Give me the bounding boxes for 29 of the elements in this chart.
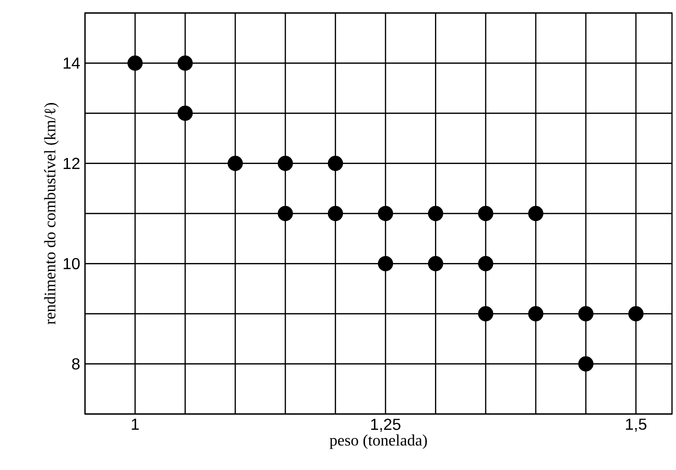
y-axis-title: rendimento do combustível (km/ℓ) — [44, 103, 59, 324]
point — [328, 156, 344, 171]
point — [428, 206, 444, 222]
point — [528, 306, 544, 322]
point — [578, 306, 594, 322]
x-tick-label: 1,25 — [371, 418, 400, 432]
point — [478, 306, 494, 322]
point — [578, 356, 594, 372]
y-tick-label: 8 — [72, 358, 80, 370]
point — [378, 256, 394, 272]
y-tick-label: 14 — [64, 58, 80, 69]
point — [127, 56, 143, 71]
point — [278, 206, 293, 222]
point — [428, 256, 444, 272]
y-tick-label: 10 — [64, 258, 80, 270]
point — [628, 306, 644, 322]
point — [478, 206, 494, 222]
point — [178, 56, 193, 71]
point — [178, 106, 193, 121]
point — [328, 206, 344, 222]
x-tick-label: 1,5 — [626, 418, 646, 432]
point — [278, 156, 293, 171]
y-tick-label: 12 — [64, 158, 80, 169]
point — [528, 206, 544, 222]
point — [378, 206, 394, 222]
point — [478, 256, 494, 272]
x-axis-title: peso (tonelada) — [330, 434, 427, 449]
point — [228, 156, 243, 171]
x-tick-label: 1 — [132, 418, 139, 430]
